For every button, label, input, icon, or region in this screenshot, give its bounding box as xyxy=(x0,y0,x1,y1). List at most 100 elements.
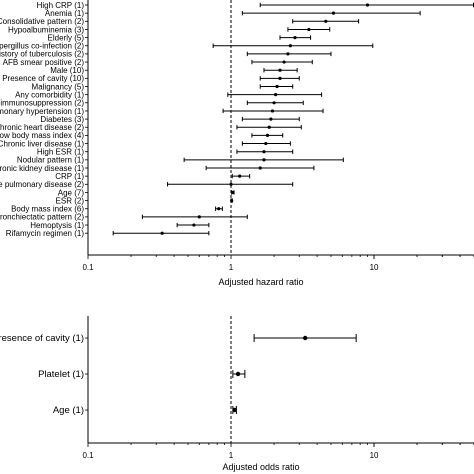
row-label: Chronic liver disease (1) xyxy=(0,139,84,148)
forest-row: Age (1) xyxy=(53,405,237,416)
forest-row: Presence of cavity (10) xyxy=(2,74,300,83)
x-tick-label: 10 xyxy=(370,263,379,272)
point-estimate xyxy=(230,199,234,203)
forest-row: High ESR (1) xyxy=(37,148,294,157)
row-label: Pulmonary hypertension (1) xyxy=(0,107,84,116)
row-label: Bronchiectatic pattern (2) xyxy=(0,213,84,222)
row-label: Hemoptysis (1) xyxy=(30,221,84,230)
point-estimate xyxy=(235,371,241,377)
point-estimate xyxy=(264,141,268,146)
point-estimate xyxy=(302,335,308,341)
row-label: Low body mass index (4) xyxy=(0,131,84,140)
point-estimate xyxy=(278,68,282,72)
forest-row: Aspergillus co-infection (2) xyxy=(0,42,374,51)
point-estimate xyxy=(270,109,275,113)
row-label: Elderly (5) xyxy=(48,33,85,42)
row-label: Anemia (1) xyxy=(45,9,84,18)
point-estimate xyxy=(272,101,276,105)
forest-row: Chronic kidney disease (1) xyxy=(0,164,315,173)
forest-row: Systemic immunosuppression (2) xyxy=(0,99,304,108)
point-estimate xyxy=(282,60,286,64)
row-label: Age (7) xyxy=(58,188,85,197)
row-label: AFB smear positive (2) xyxy=(3,58,85,67)
forest-row: History of tuberculosis (2) xyxy=(0,50,332,59)
forest-row: Platelet (1) xyxy=(38,369,246,380)
row-label: Malignancy (5) xyxy=(32,82,85,91)
row-label: ESR (2) xyxy=(56,196,85,205)
forest-row: Consolidative pattern (2) xyxy=(0,17,360,26)
forest-row: Any comorbidity (1) xyxy=(15,90,323,99)
row-label: Consolidative pattern (2) xyxy=(0,17,84,26)
forest-row: Age (7) xyxy=(58,188,235,197)
odds-ratio-panel: 0.1 1 10 Adjusted odds ratio Presence of cav… xyxy=(0,316,474,472)
row-label: Chronic kidney disease (1) xyxy=(0,164,84,173)
row-label: Any comorbidity (1) xyxy=(15,90,84,99)
point-estimate xyxy=(197,215,201,219)
point-estimate xyxy=(324,19,328,23)
forest-row: Hypoalbuminemia (3) xyxy=(8,25,331,34)
forest-row: Rifamycin regimen (1) xyxy=(6,229,210,238)
row-label: Presence of cavity (1) xyxy=(0,333,84,344)
row-label: Chronic obstructive pulmonary disease (2… xyxy=(0,180,84,189)
forest-row: Elderly (5) xyxy=(48,33,312,42)
point-estimate xyxy=(262,150,266,154)
row-label: Hypoalbuminemia (3) xyxy=(8,25,84,34)
row-label: Systemic immunosuppression (2) xyxy=(0,99,84,108)
row-label: High CRP (1) xyxy=(37,1,85,10)
row-label: History of tuberculosis (2) xyxy=(0,50,84,59)
forest-row: Malignancy (5) xyxy=(32,82,294,91)
forest-row: AFB smear positive (2) xyxy=(3,58,313,67)
x-axis-title: Adjusted hazard ratio xyxy=(218,277,303,287)
x-tick-label: 10 xyxy=(370,451,379,460)
forest-row: Pulmonary hypertension (1) xyxy=(0,107,324,116)
point-estimate xyxy=(286,52,290,56)
forest-row: Chronic liver disease (1) xyxy=(0,139,291,148)
row-label: Platelet (1) xyxy=(38,369,84,380)
point-estimate xyxy=(267,125,271,129)
row-label: CRP (1) xyxy=(55,172,84,181)
row-label: High ESR (1) xyxy=(37,148,84,157)
point-estimate xyxy=(275,84,279,89)
row-label: Rifamycin regimen (1) xyxy=(6,229,85,238)
forest-row: Hemoptysis (1) xyxy=(30,221,210,230)
forest-row: ESR (2) xyxy=(56,196,234,205)
x-tick-label: 0.1 xyxy=(82,451,94,460)
x-tick-label: 1 xyxy=(229,451,234,460)
point-estimate xyxy=(258,166,262,170)
forest-row: Anemia (1) xyxy=(45,9,421,18)
point-estimate xyxy=(307,27,311,32)
point-estimate xyxy=(265,133,270,137)
row-label: Nodular pattern (1) xyxy=(17,156,84,165)
point-estimate xyxy=(331,11,336,15)
forest-row: Diabetes (3) xyxy=(40,115,300,124)
forest-row: Low body mass index (4) xyxy=(0,131,284,140)
row-label: Chronic heart disease (2) xyxy=(0,123,84,132)
point-estimate xyxy=(278,76,282,80)
row-label: Body mass index (6) xyxy=(11,205,84,214)
forest-row: Bronchiectatic pattern (2) xyxy=(0,213,248,222)
point-estimate xyxy=(229,182,233,186)
point-estimate xyxy=(238,174,242,178)
forest-row: CRP (1) xyxy=(55,172,251,181)
x-tick-label: 1 xyxy=(229,263,234,272)
row-label: Male (10) xyxy=(50,66,84,75)
point-estimate xyxy=(232,407,237,413)
row-label: Diabetes (3) xyxy=(40,115,84,124)
point-estimate xyxy=(231,190,235,195)
forest-row: Chronic obstructive pulmonary disease (2… xyxy=(0,180,294,189)
point-estimate xyxy=(217,207,221,211)
point-estimate xyxy=(160,231,164,235)
forest-row: Body mass index (6) xyxy=(11,205,223,214)
x-tick-label: 0.1 xyxy=(82,263,94,272)
forest-row: Presence of cavity (1) xyxy=(0,333,357,344)
row-label: Presence of cavity (10) xyxy=(2,74,84,83)
point-estimate xyxy=(262,158,266,162)
forest-row: Nodular pattern (1) xyxy=(17,156,344,165)
point-estimate xyxy=(269,117,273,121)
forest-row: Chronic heart disease (2) xyxy=(0,123,302,132)
point-estimate xyxy=(365,3,370,7)
forest-row: Male (10) xyxy=(50,66,298,75)
forest-row: High CRP (1) xyxy=(37,1,474,10)
